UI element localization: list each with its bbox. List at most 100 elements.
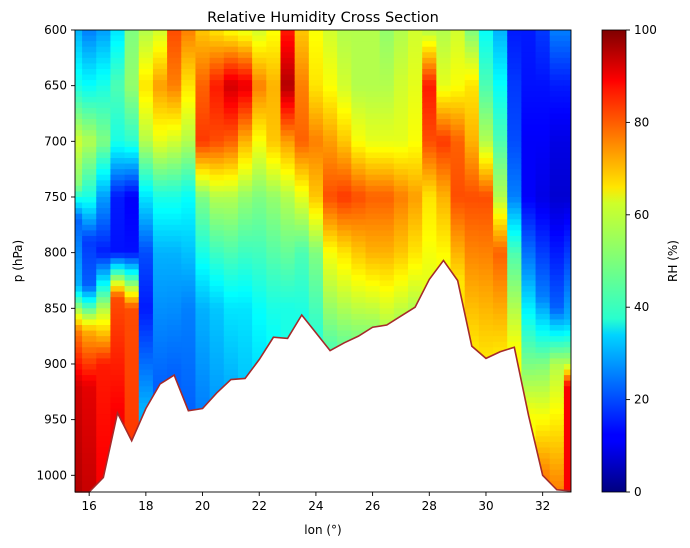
heat-cell: [351, 202, 367, 209]
heat-cell: [167, 258, 182, 265]
heat-cell: [124, 430, 140, 437]
heat-cell: [521, 80, 537, 87]
heat-cell: [280, 152, 296, 159]
heat-cell: [152, 68, 168, 76]
heat-cell: [223, 241, 239, 248]
heat-cell: [464, 102, 480, 109]
heat-cell: [549, 85, 565, 92]
heat-cell: [337, 41, 352, 48]
heat-cell: [308, 57, 324, 64]
heat-cell: [535, 263, 551, 270]
heat-cell: [393, 235, 409, 243]
heat-cell: [436, 35, 452, 42]
heat-cell: [308, 230, 324, 237]
heat-cell: [365, 308, 381, 315]
heat-cell: [493, 302, 508, 309]
heat-cell: [237, 208, 253, 215]
heat-cell: [138, 230, 154, 237]
heat-cell: [365, 130, 381, 137]
heat-cell: [493, 57, 508, 64]
heat-cell: [323, 325, 338, 332]
heat-cell: [167, 68, 182, 76]
heat-cell: [563, 286, 571, 293]
heat-cell: [181, 163, 197, 170]
heat-cell: [280, 91, 296, 98]
heat-cell: [464, 96, 480, 103]
heat-cell: [181, 263, 197, 270]
heat-cell: [464, 52, 480, 59]
heat-cell: [237, 80, 253, 87]
heat-cell: [478, 174, 494, 181]
heat-cell: [294, 91, 310, 98]
heat-cell: [138, 302, 154, 309]
heat-cell: [138, 107, 154, 115]
heat-cell: [563, 380, 571, 387]
heat-cell: [464, 336, 480, 343]
heat-cell: [563, 152, 571, 159]
heat-cell: [75, 91, 83, 98]
heat-cell: [493, 230, 508, 237]
heat-cell: [167, 158, 182, 165]
heat-cell: [181, 252, 197, 259]
heat-cell: [75, 52, 83, 59]
heat-cell: [96, 258, 112, 265]
heat-cell: [110, 347, 126, 354]
heat-cell: [223, 208, 239, 215]
heat-cell: [323, 141, 338, 148]
heat-cell: [323, 185, 338, 193]
heat-cell: [75, 185, 83, 193]
heat-cell: [209, 219, 225, 226]
heat-cell: [535, 408, 551, 415]
heat-cell: [138, 163, 154, 170]
heat-cell: [82, 386, 97, 393]
colorbar-tick-label: 60: [634, 208, 649, 222]
heat-cell: [478, 91, 494, 98]
heat-cell: [266, 57, 282, 64]
heat-cell: [167, 191, 182, 198]
heat-cell: [563, 141, 571, 148]
heat-cell: [308, 68, 324, 76]
heat-cell: [138, 46, 154, 53]
heat-cell: [507, 196, 522, 204]
heat-cell: [549, 297, 565, 304]
heat-cell: [493, 235, 508, 243]
heat-cell: [507, 291, 522, 298]
heat-cell: [393, 241, 409, 248]
heat-cell: [379, 180, 395, 187]
heat-cell: [436, 180, 452, 187]
heat-cell: [138, 74, 154, 81]
heat-cell: [152, 41, 168, 48]
heat-cell: [507, 341, 522, 348]
heat-cell: [408, 180, 423, 187]
heat-cell: [393, 213, 409, 220]
heat-cell: [464, 258, 480, 265]
heat-cell: [563, 319, 571, 326]
heat-cell: [379, 46, 395, 53]
heat-cell: [478, 213, 494, 220]
colorbar-tick-label: 0: [634, 485, 642, 499]
heat-cell: [436, 146, 452, 154]
heat-cell: [209, 369, 225, 376]
heat-cell: [393, 63, 409, 70]
heat-cell: [138, 208, 154, 215]
heat-cell: [422, 152, 437, 159]
heat-cell: [223, 269, 239, 276]
heat-cell: [535, 391, 551, 398]
heat-cell: [337, 241, 352, 248]
heat-cell: [379, 130, 395, 137]
heat-cell: [152, 235, 168, 243]
heat-cell: [521, 35, 537, 42]
heat-cell: [138, 386, 154, 393]
heat-cell: [478, 224, 494, 231]
heat-cell: [351, 52, 367, 59]
heat-cell: [294, 208, 310, 215]
heat-cell: [521, 280, 537, 287]
heat-cell: [167, 247, 182, 254]
heat-cell: [521, 130, 537, 137]
heat-cell: [280, 258, 296, 265]
heat-cell: [96, 146, 112, 154]
heat-cell: [478, 313, 494, 321]
heat-cell: [181, 319, 197, 326]
heat-cell: [549, 280, 565, 287]
heat-cell: [124, 363, 140, 371]
